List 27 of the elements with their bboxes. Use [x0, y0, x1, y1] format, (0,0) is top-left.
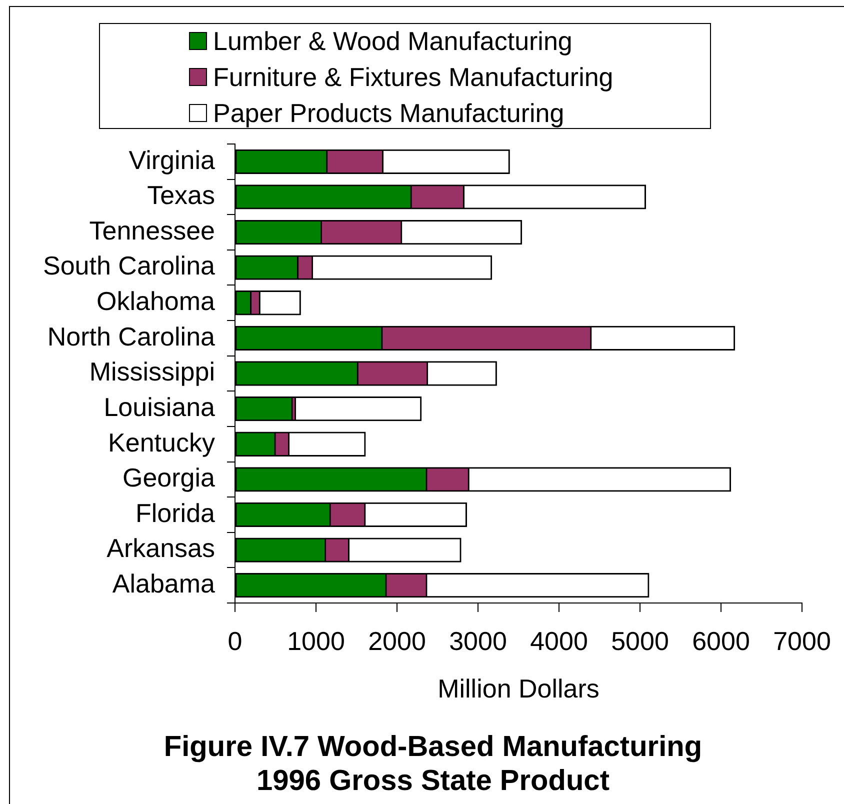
- text: Figure IV.7 Wood-Based Manufacturing: [162, 730, 704, 764]
- x-axis-title: Million Dollars: [438, 674, 600, 704]
- x-tick-label: 6000: [692, 626, 750, 656]
- y-tick-label: Oklahoma: [96, 286, 216, 316]
- y-tick-label: Tennessee: [89, 215, 215, 246]
- x-tick-label: 1000: [287, 626, 345, 656]
- y-tick-label: Kentucky: [108, 427, 215, 458]
- y-tick-label: Mississippi: [89, 356, 215, 387]
- x-tick-label: 7000: [773, 626, 831, 656]
- x-tick-label: 4000: [530, 626, 588, 656]
- y-tick-label: Alabama: [112, 568, 216, 599]
- y-tick-label: Louisiana: [104, 392, 216, 422]
- series-label: Paper Products Manufacturing: [213, 98, 564, 128]
- x-tick-label: 5000: [611, 626, 669, 656]
- y-tick-label: North Carolina: [47, 321, 216, 352]
- text: 1996 Gross State Product: [256, 764, 610, 798]
- legend-label: Lumber & Wood Manufacturing: [213, 26, 572, 56]
- y-tick-label: South Carolina: [43, 250, 216, 281]
- y-tick-label: Georgia: [122, 462, 216, 493]
- y-tick-label: Florida: [136, 498, 216, 528]
- legend-label: Furniture & Fixtures Manufacturing: [213, 62, 614, 92]
- x-tick-label: 0: [228, 626, 242, 656]
- x-tick-label: 2000: [368, 626, 426, 656]
- y-tick-label: Texas: [147, 180, 215, 210]
- x-tick-label: 3000: [449, 626, 507, 656]
- y-tick-label: Virginia: [128, 144, 216, 175]
- y-tick-label: Arkansas: [106, 533, 215, 564]
